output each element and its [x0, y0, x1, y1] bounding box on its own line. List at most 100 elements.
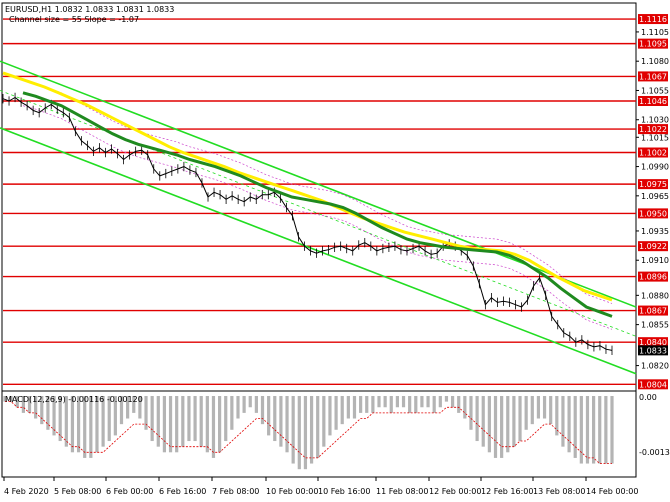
macd-histogram-bar [420, 396, 424, 408]
macd-histogram-bar [567, 396, 571, 453]
y-tick-label: 1.0935 [641, 227, 669, 236]
y-tick-label: 1.1080 [641, 57, 669, 66]
macd-histogram-bar [408, 396, 412, 413]
macd-histogram-bar [334, 396, 338, 430]
y-tick-label: 1.0855 [641, 321, 669, 330]
macd-histogram-bar [555, 396, 559, 436]
macd-histogram-bar [365, 396, 369, 413]
macd-histogram-bar [21, 396, 25, 413]
level-tag-text: 1.0804 [639, 380, 667, 389]
macd-histogram-bar [475, 396, 479, 442]
macd-histogram-bar [217, 396, 222, 453]
macd-histogram-bar [340, 396, 344, 425]
level-tag-bg [638, 271, 668, 282]
y-tick-label: 1.1030 [641, 116, 669, 125]
macd-histogram-bar [297, 396, 301, 470]
macd-histogram-bar [389, 396, 393, 413]
macd-histogram-bar [248, 396, 252, 408]
level-tag-bg [638, 124, 668, 135]
macd-histogram-bar [132, 396, 136, 413]
macd-histogram-bar [322, 396, 326, 447]
level-tag-text: 1.1046 [639, 97, 667, 106]
level-tag-bg [638, 305, 668, 316]
macd-histogram-bar [95, 396, 99, 453]
current-price-bg [638, 345, 668, 356]
x-tick-label: 14 Feb 00:00 [586, 487, 638, 496]
macd-histogram-bar [506, 396, 510, 453]
macd-histogram-bar [46, 396, 50, 430]
macd-histogram-bar [414, 396, 418, 413]
x-tick-label: 10 Feb 00:00 [266, 487, 318, 496]
level-tag-text: 1.1022 [639, 125, 667, 134]
level-tag-bg [638, 208, 668, 219]
macd-histogram-bar [579, 396, 583, 464]
macd-histogram-bar [598, 396, 602, 464]
y-tick-label: 1.1015 [641, 133, 669, 142]
moving-averages [2, 71, 613, 318]
macd-histogram-bar [500, 396, 504, 458]
macd-histogram-bar [481, 396, 485, 447]
macd-histogram-bar [144, 396, 148, 430]
level-lines: 1.1116 1.1095 1.1067 1.1046 1.1022 1.1002 1.09… [3, 14, 668, 390]
y-tick-label: 1.0910 [641, 256, 669, 265]
macd-histogram-bar [34, 396, 38, 419]
macd-histogram-bar [156, 396, 160, 447]
level-tag-bg [638, 38, 668, 49]
symbol-header: EURUSD,H1 1.0832 1.0833 1.0831 1.0833 [5, 5, 174, 14]
macd-histogram-bar [377, 396, 381, 408]
macd-histogram-bar [101, 396, 105, 447]
level-tag-text: 1.0922 [639, 242, 667, 251]
macd-histogram-bar [76, 396, 81, 453]
macd-histogram-bar [371, 396, 375, 413]
level-tag-bg [638, 71, 668, 82]
level-tag-bg [638, 147, 668, 158]
x-tick-label: 5 Feb 08:00 [54, 487, 101, 496]
y-tick-label: 1.0990 [641, 163, 669, 172]
level-tag-text: 1.0950 [639, 209, 667, 218]
macd-scale-bottom: -0.00132 [639, 448, 670, 457]
macd-histogram-bar [52, 396, 56, 436]
bollinger-lower [22, 105, 613, 330]
x-tick-label: 7 Feb 08:00 [212, 487, 259, 496]
level-tag-text: 1.0975 [639, 180, 667, 189]
macd-histogram-bar [309, 396, 314, 464]
level-tag-bg [638, 14, 668, 25]
macd-histogram-bar [487, 396, 491, 453]
current-price-label: 1.0833 [639, 346, 667, 355]
y-tick-label: 1.0880 [641, 291, 669, 300]
x-tick-label: 4 Feb 2020 [4, 487, 49, 496]
macd-histogram-bar [83, 396, 87, 458]
macd-histogram-bar [254, 396, 258, 413]
macd-histogram-bar [524, 396, 528, 430]
macd-histogram-bar [58, 396, 62, 442]
x-axis: 4 Feb 2020 5 Feb 08:00 6 Feb 00:00 6 Feb 16… [3, 477, 638, 496]
macd-histogram-bar [610, 396, 614, 464]
macd-histogram-bar [126, 396, 130, 419]
y-tick-label: 1.0820 [641, 362, 669, 371]
macd-histogram-bar [150, 396, 154, 442]
macd-histogram-bar [493, 396, 498, 458]
macd-histogram-bar [260, 396, 265, 425]
macd-histogram-bar [15, 396, 19, 408]
macd-histogram-bar [463, 396, 467, 419]
macd-histogram-bar [444, 396, 449, 402]
level-tag-text: 1.0840 [639, 338, 667, 347]
macd-histogram-bar [383, 396, 387, 408]
price-line [2, 96, 613, 351]
level-tag-text: 1.1095 [639, 40, 667, 49]
macd-histogram-bar [89, 396, 93, 458]
macd-histogram-bar [518, 396, 522, 442]
macd-histogram-bar [181, 396, 185, 447]
level-tag-bg [638, 241, 668, 252]
macd-histogram-bar [512, 396, 516, 447]
macd-histogram-bar [426, 396, 430, 408]
bollinger-bands [22, 79, 613, 330]
macd-histogram-bar [291, 396, 295, 464]
macd-histogram-bar [230, 396, 234, 430]
macd-histogram-bar [316, 396, 320, 458]
macd-histogram-bar [450, 396, 455, 408]
macd-histogram-bar [432, 396, 436, 413]
macd-histogram-bar [168, 396, 173, 453]
level-tag-text: 1.0896 [639, 273, 667, 282]
